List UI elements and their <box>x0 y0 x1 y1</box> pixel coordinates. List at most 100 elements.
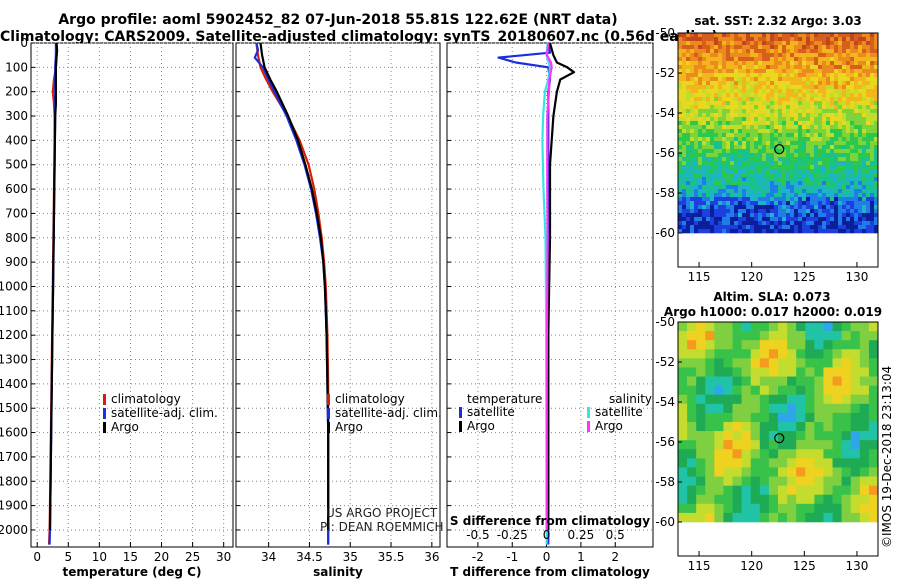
sst_map-cell <box>782 221 787 226</box>
sst_map-cell <box>758 161 763 166</box>
sst_map-cell <box>858 37 863 42</box>
sst_map-cell <box>758 89 763 94</box>
sst_map-cell <box>702 201 707 206</box>
sst_map-cell <box>858 57 863 62</box>
sst_map-cell <box>874 185 879 190</box>
sst_map-cell <box>678 109 683 114</box>
sla_map-cell <box>796 367 806 377</box>
sla_map-cell <box>868 422 879 432</box>
sst_map-cell <box>762 33 767 38</box>
sst_map-cell <box>698 57 703 62</box>
sst_map-cell <box>822 197 827 202</box>
sla_map-cell <box>750 403 761 414</box>
sla_map-cell <box>796 385 806 396</box>
sst_map-cell <box>874 69 879 74</box>
sla_map-cell <box>678 394 688 405</box>
sla_map-cell <box>823 485 833 496</box>
sst_map-cell <box>758 181 763 186</box>
sst_map-cell <box>810 181 815 186</box>
sst_map-cell <box>866 189 871 194</box>
sla_map-cell <box>696 376 706 386</box>
sst_map-cell <box>830 33 835 38</box>
sst_map-cell <box>726 81 731 86</box>
sst_map-cell <box>726 105 731 110</box>
sst_map-cell <box>838 157 843 162</box>
sst_map-cell <box>738 97 743 102</box>
sst_map-cell <box>834 57 839 62</box>
sla_map-cell <box>732 376 742 386</box>
sst_map-cell <box>802 229 807 234</box>
sst_map-cell <box>730 113 735 118</box>
sst_map-cell <box>730 105 735 110</box>
sst_map-cell <box>862 61 867 66</box>
sla_map-cell <box>850 422 861 432</box>
sla_map-cell <box>859 358 870 368</box>
sst_map-cell <box>722 193 727 198</box>
sst_map-cell <box>830 85 835 90</box>
sst_map-cell <box>838 173 843 178</box>
sst_map-cell <box>750 153 755 158</box>
sst_map-cell <box>710 117 715 122</box>
sst_map-cell <box>850 145 855 150</box>
sst_map-cell <box>846 85 851 90</box>
sst_map-cell <box>758 145 763 150</box>
sla_map-cell <box>805 476 815 486</box>
sst_map-cell <box>694 153 699 158</box>
sst_map-cell <box>846 153 851 158</box>
sst_map-cell <box>742 65 747 70</box>
sst_map-cell <box>678 193 683 198</box>
sst_map-cell <box>702 69 707 74</box>
sst_map-cell <box>698 121 703 126</box>
sst_map-cell <box>814 101 819 106</box>
sst_map-cell <box>750 33 755 38</box>
sst_map-cell <box>678 113 683 118</box>
sst_map-cell <box>822 217 827 222</box>
sst_map-cell <box>870 105 875 110</box>
sla_map-cell <box>678 349 688 359</box>
sst_map-cell <box>786 101 791 106</box>
sla_map-cell <box>723 412 733 423</box>
sla_map-cell <box>705 412 715 423</box>
sst_map-cell <box>706 97 711 102</box>
sla_map-cell <box>723 449 733 459</box>
salinity-x-tick-label: 36 <box>424 550 439 564</box>
sst_map-cell <box>778 125 783 130</box>
sst_map-cell <box>694 109 699 114</box>
sst_map-cell <box>718 45 723 50</box>
sst_map-cell <box>854 85 859 90</box>
sla_map-cell <box>787 494 797 505</box>
sla_map-cell <box>732 422 742 432</box>
sst_map-cell <box>874 177 879 182</box>
sst_map-cell <box>730 117 735 122</box>
sst_map-cell <box>678 209 683 214</box>
sla_map-cell <box>687 340 697 350</box>
sst_map-cell <box>870 169 875 174</box>
sla_map-cell <box>696 467 706 477</box>
sst_map-cell <box>802 33 807 38</box>
sst_map-cell <box>678 101 683 106</box>
sst_map-cell <box>698 205 703 210</box>
sst_map-cell <box>838 57 843 62</box>
sst_map-cell <box>678 41 683 46</box>
sst_map-cell <box>850 53 855 58</box>
sla_map-cell <box>796 449 806 459</box>
sst_map-cell <box>770 65 775 70</box>
sla_map-cell <box>705 440 715 450</box>
sst_map-cell <box>778 45 783 50</box>
sla_map-cell <box>823 385 833 396</box>
sst_map-cell <box>866 45 871 50</box>
sst_map-cell <box>854 229 859 234</box>
sst_map-cell <box>774 145 779 150</box>
sst_map-cell <box>838 61 843 66</box>
sla_map-cell <box>778 485 788 496</box>
sst_map-cell <box>850 185 855 190</box>
sst_map-cell <box>758 177 763 182</box>
sst_map-cell <box>862 229 867 234</box>
sla_map-cell <box>741 358 752 368</box>
sst_map-cell <box>858 45 863 50</box>
sst_map-cell <box>794 225 799 230</box>
sst_map-cell <box>810 205 815 210</box>
sst_map-cell <box>818 97 823 102</box>
sst_map-cell <box>778 57 783 62</box>
sst_map-cell <box>770 161 775 166</box>
